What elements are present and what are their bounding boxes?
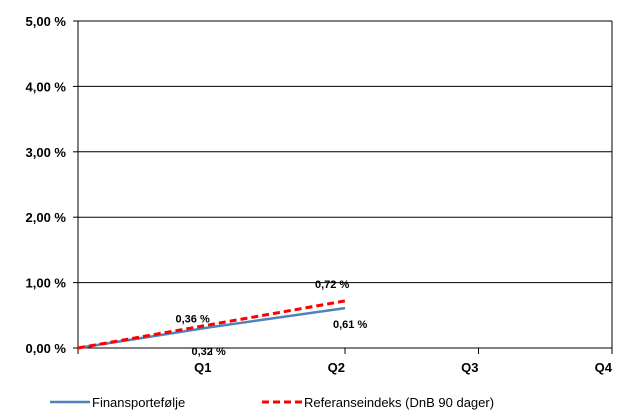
legend-label: Referanseindeks (DnB 90 dager) bbox=[304, 395, 494, 410]
y-tick-label: 0,00 % bbox=[26, 341, 67, 356]
gridlines bbox=[73, 20, 613, 349]
x-axis-ticks: Q1 Q2 Q3 Q4 bbox=[77, 348, 613, 375]
x-tick-label: Q3 bbox=[461, 360, 478, 375]
series-line-0 bbox=[77, 306, 346, 350]
legend: Finansportefølje Referanseindeks (DnB 90 … bbox=[50, 395, 494, 410]
data-label: 0,72 % bbox=[315, 279, 349, 291]
y-tick-label: 5,00 % bbox=[26, 14, 67, 29]
legend-label: Finansportefølje bbox=[92, 395, 185, 410]
x-tick-label: Q1 bbox=[194, 360, 211, 375]
y-tick-label: 1,00 % bbox=[26, 276, 67, 291]
data-label: 0,61 % bbox=[333, 319, 367, 331]
series-line-1 bbox=[77, 299, 346, 350]
series-lines bbox=[77, 299, 346, 350]
y-tick-label: 4,00 % bbox=[26, 79, 67, 94]
data-label: 0,32 % bbox=[192, 346, 226, 358]
y-tick-label: 3,00 % bbox=[26, 145, 67, 160]
x-tick-label: Q4 bbox=[595, 360, 613, 375]
y-axis-ticks: 0,00 % 1,00 % 2,00 % 3,00 % 4,00 % 5,00 % bbox=[26, 14, 67, 356]
data-labels: 0,32 % 0,61 % 0,36 % 0,72 % bbox=[176, 279, 368, 358]
x-tick-label: Q2 bbox=[328, 360, 345, 375]
y-tick-label: 2,00 % bbox=[26, 210, 67, 225]
data-label: 0,36 % bbox=[176, 313, 210, 325]
